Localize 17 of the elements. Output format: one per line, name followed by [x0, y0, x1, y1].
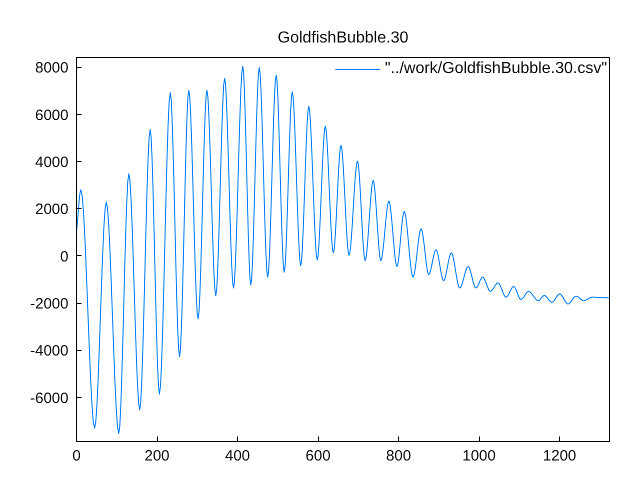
- y-tick-label: -2000: [30, 296, 69, 313]
- legend-label: "../work/GoldfishBubble.30.csv": [384, 60, 607, 78]
- x-tick-label: 800: [386, 448, 412, 464]
- y-tick-label: 4000: [35, 154, 69, 172]
- y-tick-label: 6000: [35, 106, 69, 124]
- y-tick-label: -6000: [30, 390, 69, 407]
- x-tick-label: 200: [144, 448, 170, 464]
- x-tick-label: 400: [225, 448, 250, 464]
- y-tick-label: 2000: [35, 201, 69, 218]
- y-tick-label: 0: [60, 248, 68, 266]
- chart-title: GoldfishBubble.30: [278, 30, 408, 46]
- y-tick-label: 8000: [35, 60, 69, 77]
- x-tick-label: 1200: [542, 448, 576, 464]
- y-tick-label: -4000: [30, 342, 69, 360]
- x-tick-label: 600: [306, 448, 331, 464]
- x-tick-label: 0: [72, 448, 81, 464]
- x-tick-label: 1000: [462, 448, 496, 464]
